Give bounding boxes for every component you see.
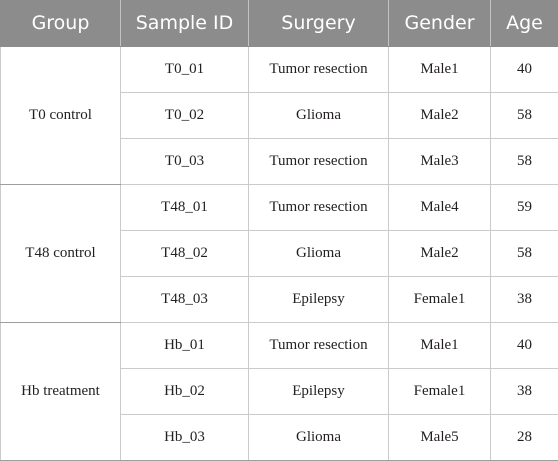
age-cell: 28 bbox=[490, 414, 558, 461]
table-row: T0 control T0_01 Tumor resection Male1 4… bbox=[0, 46, 558, 185]
gender-cell: Male2 bbox=[388, 92, 491, 139]
age-cell: 38 bbox=[490, 276, 558, 323]
gender-cell: Female1 bbox=[388, 276, 491, 323]
table-row: T48_02 Glioma Male2 58 bbox=[1, 230, 558, 277]
table-header: Group Sample ID Surgery Gender Age bbox=[0, 0, 558, 47]
header-sample-id: Sample ID bbox=[120, 0, 249, 47]
sample-id-cell: Hb_03 bbox=[120, 414, 249, 461]
table-row: Hb_03 Glioma Male5 28 bbox=[1, 414, 558, 461]
surgery-cell: Tumor resection bbox=[248, 184, 389, 231]
sample-id-cell: T48_03 bbox=[120, 276, 249, 323]
sample-id-cell: T48_02 bbox=[120, 230, 249, 277]
header-group: Group bbox=[0, 0, 121, 47]
sample-id-cell: T0_03 bbox=[120, 138, 249, 185]
surgery-cell: Glioma bbox=[248, 92, 389, 139]
sample-id-cell: Hb_01 bbox=[120, 322, 249, 369]
gender-cell: Male2 bbox=[388, 230, 491, 277]
gender-cell: Male1 bbox=[388, 322, 491, 369]
surgery-cell: Tumor resection bbox=[248, 46, 389, 93]
gender-cell: Male4 bbox=[388, 184, 491, 231]
surgery-cell: Epilepsy bbox=[248, 276, 389, 323]
group-cell: Hb treatment bbox=[0, 322, 121, 461]
gender-cell: Male1 bbox=[388, 46, 491, 93]
surgery-cell: Epilepsy bbox=[248, 368, 389, 415]
header-gender: Gender bbox=[388, 0, 491, 47]
group-cell: T48 control bbox=[0, 184, 121, 323]
sample-id-cell: T48_01 bbox=[120, 184, 249, 231]
gender-cell: Male5 bbox=[388, 414, 491, 461]
age-cell: 40 bbox=[490, 322, 558, 369]
table-row: Hb_02 Epilepsy Female1 38 bbox=[1, 368, 558, 415]
table-row: T0_02 Glioma Male2 58 bbox=[1, 92, 558, 139]
group-cell: T0 control bbox=[0, 46, 121, 185]
age-cell: 58 bbox=[490, 138, 558, 185]
surgery-cell: Tumor resection bbox=[248, 138, 389, 185]
age-cell: 58 bbox=[490, 230, 558, 277]
table-row: Hb treatment Hb_01 Tumor resection Male1… bbox=[0, 322, 558, 461]
surgery-cell: Glioma bbox=[248, 230, 389, 277]
table-row: T48_03 Epilepsy Female1 38 bbox=[1, 276, 558, 323]
surgery-cell: Tumor resection bbox=[248, 322, 389, 369]
table-row: T48 control T48_01 Tumor resection Male4… bbox=[0, 184, 558, 323]
table-row: T0_03 Tumor resection Male3 58 bbox=[1, 138, 558, 185]
age-cell: 58 bbox=[490, 92, 558, 139]
sample-id-cell: T0_02 bbox=[120, 92, 249, 139]
age-cell: 38 bbox=[490, 368, 558, 415]
gender-cell: Female1 bbox=[388, 368, 491, 415]
age-cell: 59 bbox=[490, 184, 558, 231]
gender-cell: Male3 bbox=[388, 138, 491, 185]
age-cell: 40 bbox=[490, 46, 558, 93]
header-age: Age bbox=[490, 0, 558, 47]
header-surgery: Surgery bbox=[248, 0, 389, 47]
table-body: T0 control T0_01 Tumor resection Male1 4… bbox=[0, 46, 558, 461]
header-row: Group Sample ID Surgery Gender Age bbox=[0, 0, 558, 47]
sample-id-cell: T0_01 bbox=[120, 46, 249, 93]
surgery-cell: Glioma bbox=[248, 414, 389, 461]
sample-id-cell: Hb_02 bbox=[120, 368, 249, 415]
